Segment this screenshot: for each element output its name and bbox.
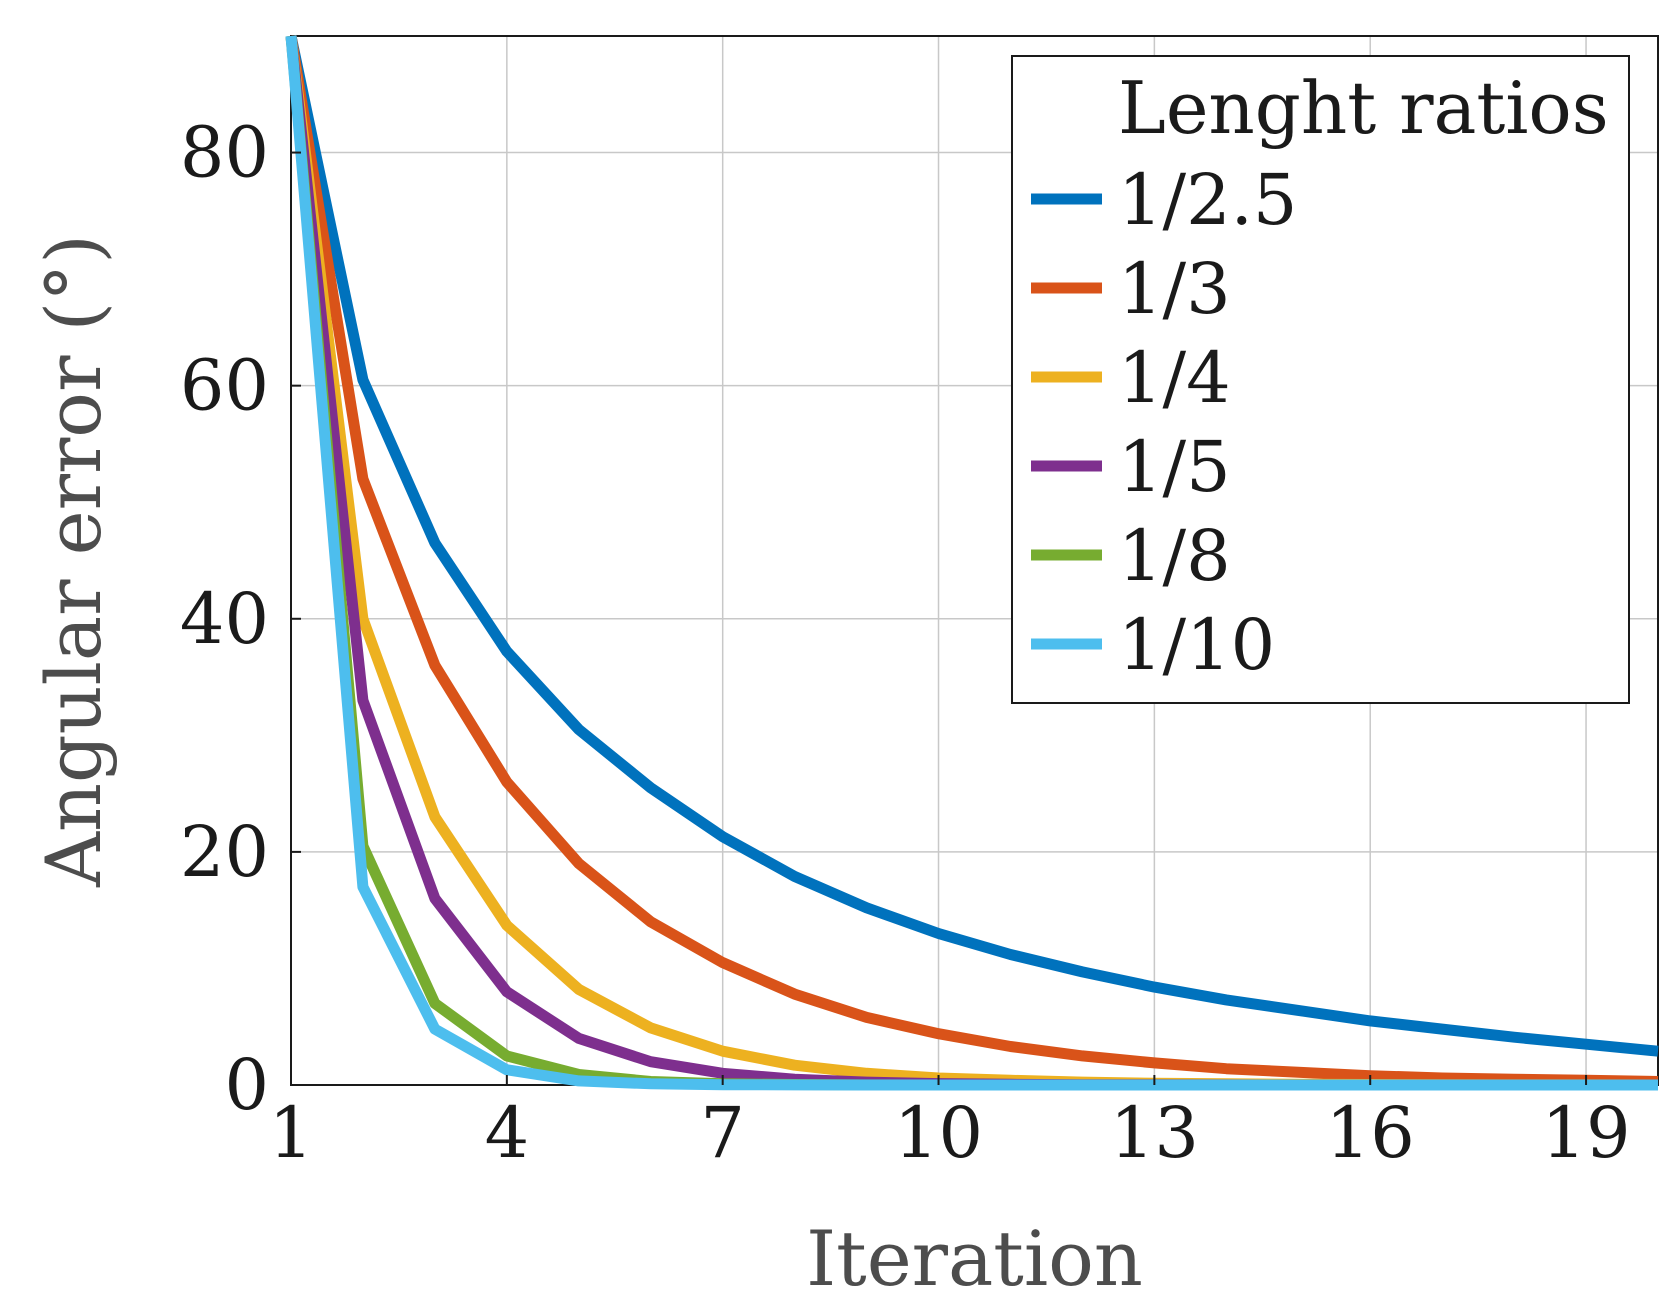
y-axis-title: Angular error (°) — [29, 234, 118, 888]
x-tick-label: 7 — [700, 1092, 745, 1174]
y-tick-label: 80 — [180, 112, 269, 194]
legend-label-6: 1/10 — [1118, 604, 1275, 686]
series-lines — [285, 34, 1659, 1091]
x-tick-label: 16 — [1326, 1092, 1415, 1174]
x-tick-label: 1 — [269, 1092, 314, 1174]
x-tick-label: 10 — [894, 1092, 983, 1174]
series-line-2 — [285, 35, 1659, 1087]
legend-label-3: 1/4 — [1118, 337, 1231, 419]
x-tick-label: 13 — [1110, 1092, 1199, 1174]
series-line-6 — [285, 35, 1658, 1091]
y-axis-ticks: 0 20 40 60 80 — [180, 112, 301, 1126]
y-tick-label: 20 — [180, 811, 269, 893]
legend-box — [1011, 55, 1630, 704]
series-line-1 — [285, 34, 1659, 1057]
x-tick-label: 4 — [485, 1092, 530, 1174]
x-axis-title: Iteration — [806, 1214, 1143, 1303]
legend: Lenght ratios 1/2.51/31/41/51/81/10 — [1011, 55, 1630, 704]
legend-label-2: 1/3 — [1118, 248, 1231, 330]
legend-label-1: 1/2.5 — [1118, 159, 1297, 241]
y-tick-label: 40 — [180, 578, 269, 660]
x-axis-ticks: 1 4 7 10 13 16 19 — [269, 1075, 1631, 1174]
y-tick-label: 60 — [180, 345, 269, 427]
legend-label-4: 1/5 — [1118, 426, 1231, 508]
legend-label-5: 1/8 — [1118, 515, 1231, 597]
legend-items: 1/2.51/31/41/51/81/10 — [1031, 159, 1297, 686]
x-tick-label: 19 — [1542, 1092, 1631, 1174]
legend-title: Lenght ratios — [1118, 66, 1609, 150]
y-tick-label: 0 — [224, 1044, 269, 1126]
